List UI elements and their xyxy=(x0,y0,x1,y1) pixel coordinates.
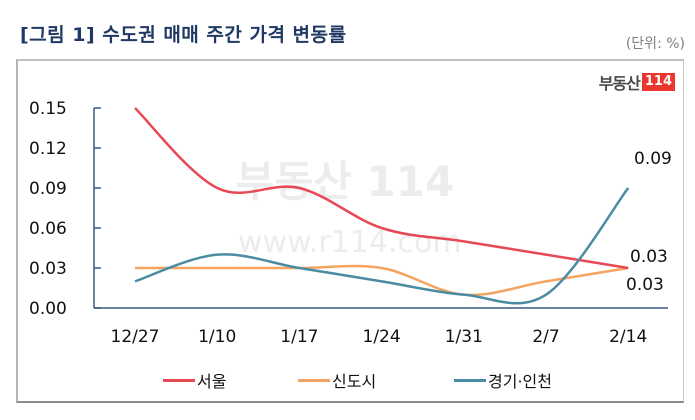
x-tick-label: 12/27 xyxy=(111,327,160,347)
x-tick-label: 1/17 xyxy=(280,327,318,347)
legend-label: 신도시 xyxy=(332,372,377,391)
logo-box: 114 xyxy=(641,73,675,91)
watermark-url: www.r114.com xyxy=(238,225,462,260)
chart-title: [그림 1] 수도권 매매 주간 가격 변동률 xyxy=(20,24,347,46)
y-tick-label: 0.03 xyxy=(29,259,67,279)
watermark: 부동산 114 www.r114.com xyxy=(236,157,462,260)
legend-item-seoul: 서울 xyxy=(163,368,226,392)
watermark-logo: 부동산 114 xyxy=(236,157,454,206)
y-tick-label: 0.12 xyxy=(29,139,67,159)
series-line-gyeonggi xyxy=(134,187,630,305)
x-tick-label: 1/24 xyxy=(363,327,401,347)
y-tick-label: 0.06 xyxy=(29,219,67,239)
legend-label: 서울 xyxy=(197,372,227,391)
brand-logo: 부동산 114 xyxy=(599,70,675,94)
unit-label: (단위: %) xyxy=(625,36,685,52)
legend-swatch-gyeonggi xyxy=(454,378,486,382)
end-value-label: 0.03 xyxy=(630,247,668,267)
legend-item-newtown: 신도시 xyxy=(298,368,376,392)
x-tick-label: 2/7 xyxy=(532,327,559,347)
legend-item-gyeonggi: 경기·인천 xyxy=(454,368,552,392)
end-value-label: 0.09 xyxy=(634,149,672,169)
x-tick-label: 1/10 xyxy=(198,327,236,347)
chart-frame xyxy=(16,59,684,403)
y-tick-label: 0.15 xyxy=(29,99,67,119)
y-tick-label: 0.00 xyxy=(29,299,67,319)
end-value-label: 0.03 xyxy=(626,275,664,295)
series-lines xyxy=(134,107,630,305)
series-line-newtown xyxy=(135,264,629,297)
x-tick-label: 1/31 xyxy=(445,327,483,347)
legend-swatch-seoul xyxy=(163,378,195,382)
axes: 0.00 0.03 0.06 0.09 0.12 0.15 12/27 1/10 1/17 1/2… xyxy=(29,99,668,347)
data-labels: 0.03 0.03 0.09 xyxy=(626,149,672,295)
series-line-seoul xyxy=(134,107,629,270)
legend-label: 경기·인천 xyxy=(488,372,552,391)
logo-text: 부동산 xyxy=(598,74,641,93)
x-tick-label: 2/14 xyxy=(609,327,647,347)
legend-swatch-newtown xyxy=(298,378,330,382)
y-tick-label: 0.09 xyxy=(29,179,67,199)
